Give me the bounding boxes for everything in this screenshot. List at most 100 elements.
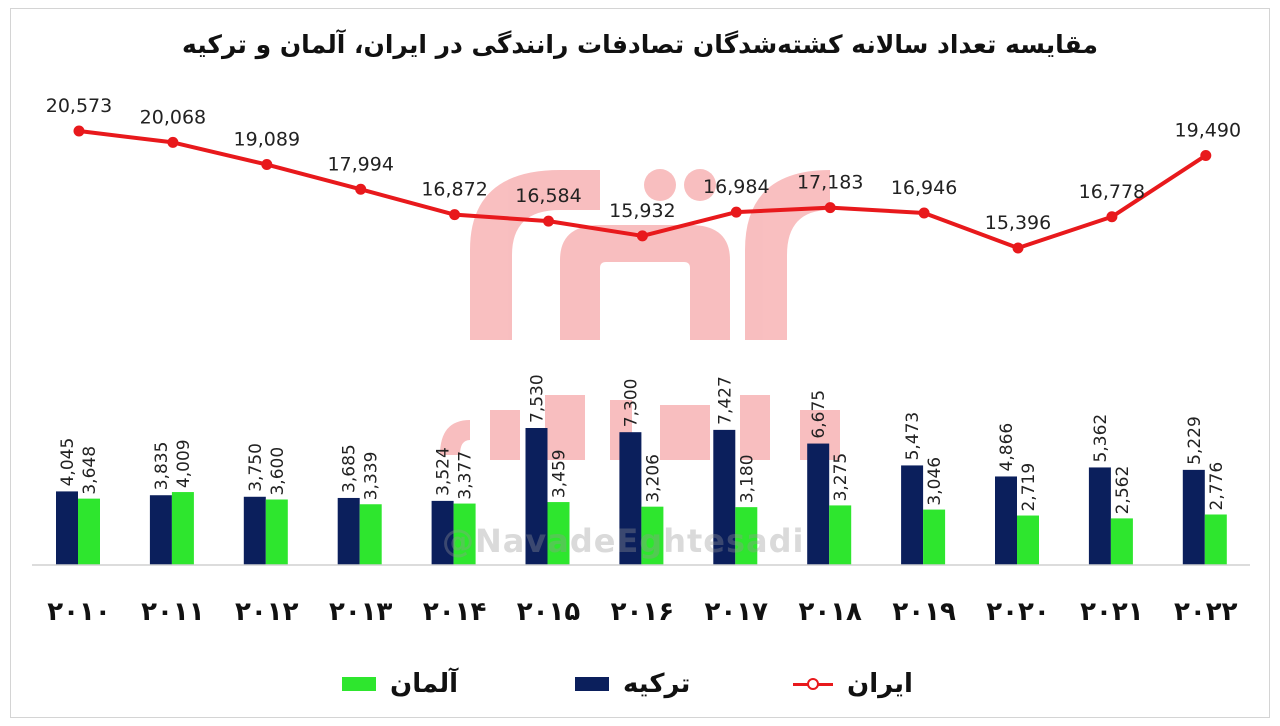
data-label-iran-12: 19,490 bbox=[1175, 119, 1241, 141]
x-tick-label-10: ۲۰۲۰ bbox=[986, 597, 1049, 627]
legend-item-germany: آلمان bbox=[342, 662, 458, 706]
data-label-iran-10: 15,396 bbox=[985, 212, 1051, 234]
bar-germany-10 bbox=[1017, 515, 1039, 565]
data-label-iran-1: 20,068 bbox=[140, 106, 206, 128]
data-label-germany-5: 3,459 bbox=[550, 449, 570, 498]
point-iran-7 bbox=[730, 206, 742, 218]
bar-germany-9 bbox=[923, 509, 946, 565]
bar-turkey-7 bbox=[713, 429, 736, 565]
bar-turkey-2 bbox=[243, 496, 266, 565]
data-label-turkey-12: 5,229 bbox=[1185, 416, 1205, 465]
x-tick-label-2: ۲۰۱۲ bbox=[235, 597, 299, 627]
bar-turkey-12 bbox=[1182, 469, 1205, 565]
point-iran-9 bbox=[918, 207, 930, 219]
chart-legend: آلمان ترکیه ایران bbox=[0, 662, 1280, 712]
bar-germany-0 bbox=[78, 498, 100, 565]
point-iran-2 bbox=[261, 159, 273, 171]
bar-germany-2 bbox=[265, 499, 288, 565]
bar-germany-6 bbox=[641, 506, 664, 565]
x-tick-label-4: ۲۰۱۴ bbox=[423, 597, 486, 627]
point-iran-5 bbox=[543, 215, 554, 227]
data-label-turkey-6: 7,300 bbox=[621, 379, 641, 428]
point-iran-8 bbox=[824, 202, 836, 214]
data-label-iran-11: 16,778 bbox=[1079, 181, 1145, 203]
data-label-turkey-3: 3,685 bbox=[340, 444, 360, 493]
x-tick-label-5: ۲۰۱۵ bbox=[517, 597, 581, 627]
bar-turkey-5 bbox=[525, 428, 548, 565]
bar-germany-8 bbox=[829, 505, 852, 565]
data-label-turkey-8: 6,675 bbox=[809, 390, 829, 439]
data-label-germany-0: 3,648 bbox=[80, 446, 100, 495]
bar-turkey-8 bbox=[807, 443, 830, 565]
legend-swatch-iran bbox=[793, 677, 833, 691]
point-iran-4 bbox=[449, 209, 461, 221]
data-label-germany-3: 3,339 bbox=[362, 452, 382, 501]
data-label-germany-4: 3,377 bbox=[456, 451, 476, 500]
data-label-germany-7: 3,180 bbox=[737, 454, 757, 503]
data-label-turkey-5: 7,530 bbox=[528, 374, 548, 423]
point-iran-11 bbox=[1106, 211, 1118, 223]
data-label-germany-10: 2,719 bbox=[1019, 463, 1039, 512]
chart-title: مقایسه تعداد سالانه کشته‌شدگان تصادفات ر… bbox=[182, 30, 1098, 59]
data-label-turkey-9: 5,473 bbox=[903, 412, 923, 461]
legend-swatch-germany bbox=[342, 677, 376, 691]
bar-germany-3 bbox=[359, 504, 382, 565]
chart-frame bbox=[10, 8, 1270, 718]
bar-germany-11 bbox=[1110, 518, 1133, 565]
data-label-iran-9: 16,946 bbox=[891, 177, 957, 199]
x-tick-label-6: ۲۰۱۶ bbox=[611, 597, 674, 627]
data-label-turkey-10: 4,866 bbox=[997, 423, 1017, 472]
data-label-iran-2: 19,089 bbox=[234, 129, 300, 151]
bar-turkey-4 bbox=[431, 500, 454, 565]
data-label-turkey-0: 4,045 bbox=[58, 438, 78, 487]
point-iran-1 bbox=[167, 136, 179, 148]
x-tick-label-12: ۲۰۲۲ bbox=[1174, 597, 1238, 627]
point-iran-12 bbox=[1200, 149, 1212, 161]
bar-turkey-6 bbox=[619, 432, 642, 565]
point-iran-6 bbox=[636, 230, 648, 242]
data-label-germany-1: 4,009 bbox=[174, 439, 194, 488]
point-iran-0 bbox=[73, 125, 85, 137]
bar-turkey-11 bbox=[1088, 467, 1111, 565]
x-tick-label-0: ۲۰۱۰ bbox=[47, 597, 110, 627]
data-label-iran-8: 17,183 bbox=[797, 172, 863, 194]
bar-germany-12 bbox=[1204, 514, 1227, 565]
data-label-turkey-7: 7,427 bbox=[715, 376, 735, 425]
bar-germany-7 bbox=[735, 507, 758, 565]
bar-turkey-9 bbox=[901, 465, 924, 565]
x-tick-label-1: ۲۰۱۱ bbox=[141, 597, 204, 627]
data-label-germany-8: 3,275 bbox=[831, 453, 851, 502]
data-label-germany-6: 3,206 bbox=[643, 454, 663, 503]
watermark-handle: @NavadeEghtesadi bbox=[442, 522, 805, 560]
bar-turkey-0 bbox=[56, 491, 78, 565]
data-label-germany-11: 2,562 bbox=[1113, 466, 1133, 515]
point-iran-10 bbox=[1012, 242, 1024, 254]
data-label-iran-5: 16,584 bbox=[515, 185, 581, 207]
data-label-iran-7: 16,984 bbox=[703, 176, 769, 198]
data-label-turkey-11: 5,362 bbox=[1091, 414, 1111, 463]
legend-item-turkey: ترکیه bbox=[575, 662, 690, 706]
data-label-turkey-1: 3,835 bbox=[152, 442, 172, 491]
data-label-germany-9: 3,046 bbox=[925, 457, 945, 506]
x-tick-label-3: ۲۰۱۳ bbox=[329, 597, 393, 627]
legend-label-turkey: ترکیه bbox=[623, 669, 691, 699]
point-iran-3 bbox=[355, 183, 367, 195]
legend-label-iran: ایران bbox=[847, 669, 913, 699]
x-tick-label-8: ۲۰۱۸ bbox=[798, 597, 862, 627]
legend-item-iran: ایران bbox=[793, 662, 913, 706]
data-label-iran-6: 15,932 bbox=[609, 200, 675, 222]
data-label-germany-2: 3,600 bbox=[268, 447, 288, 496]
data-label-iran-0: 20,573 bbox=[46, 95, 112, 117]
legend-label-germany: آلمان bbox=[390, 669, 459, 699]
x-tick-label-11: ۲۰۲۱ bbox=[1080, 597, 1143, 627]
legend-swatch-turkey bbox=[575, 677, 609, 691]
data-label-iran-4: 16,872 bbox=[421, 179, 487, 201]
bar-turkey-10 bbox=[995, 476, 1017, 565]
bar-turkey-1 bbox=[149, 495, 172, 565]
bar-germany-5 bbox=[547, 502, 570, 565]
x-tick-label-9: ۲۰۱۹ bbox=[892, 597, 956, 627]
bar-germany-1 bbox=[171, 492, 194, 565]
x-tick-label-7: ۲۰۱۷ bbox=[705, 597, 769, 627]
data-label-germany-12: 2,776 bbox=[1207, 462, 1227, 511]
data-label-turkey-4: 3,524 bbox=[434, 447, 454, 496]
